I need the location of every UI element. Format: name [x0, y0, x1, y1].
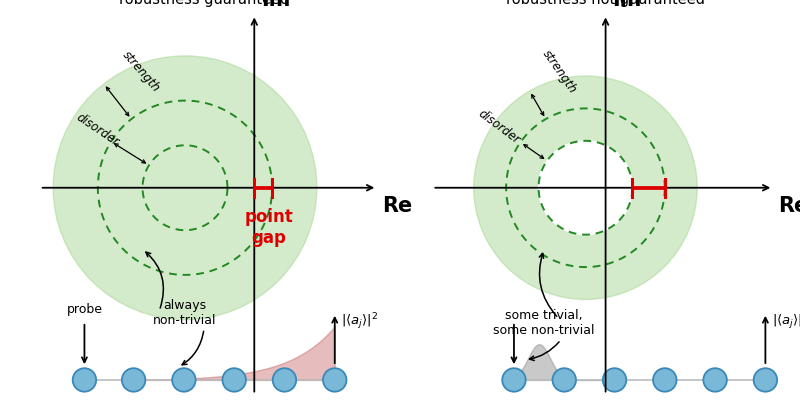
Text: strength: strength: [120, 49, 162, 95]
Text: robustness not guaranteed: robustness not guaranteed: [506, 0, 705, 7]
Circle shape: [73, 368, 96, 392]
Text: Re: Re: [778, 196, 800, 216]
Circle shape: [323, 368, 346, 392]
Text: point
gap: point gap: [245, 208, 293, 247]
Circle shape: [602, 368, 626, 392]
Circle shape: [754, 368, 777, 392]
Circle shape: [653, 368, 677, 392]
Text: $|\langle a_j\rangle|^2$: $|\langle a_j\rangle|^2$: [342, 312, 378, 332]
Circle shape: [703, 368, 727, 392]
Text: always
non-trivial: always non-trivial: [154, 299, 217, 328]
Circle shape: [222, 368, 246, 392]
Circle shape: [502, 368, 526, 392]
Text: Re: Re: [382, 196, 412, 216]
Circle shape: [474, 76, 698, 299]
Circle shape: [273, 368, 296, 392]
Circle shape: [172, 368, 196, 392]
Text: Im: Im: [261, 0, 290, 10]
Text: $|\langle a_j\rangle|^2$: $|\langle a_j\rangle|^2$: [772, 312, 800, 332]
Text: probe: probe: [66, 303, 102, 316]
Circle shape: [53, 56, 317, 319]
Text: strength: strength: [540, 47, 579, 96]
Text: disorder: disorder: [476, 108, 522, 147]
Text: some trivial,
some non-trivial: some trivial, some non-trivial: [494, 310, 595, 337]
Circle shape: [122, 368, 146, 392]
Circle shape: [553, 368, 576, 392]
Text: Im: Im: [612, 0, 642, 10]
Text: disorder: disorder: [74, 111, 121, 149]
Circle shape: [538, 141, 633, 235]
Text: robustness guaranteed: robustness guaranteed: [119, 0, 289, 7]
